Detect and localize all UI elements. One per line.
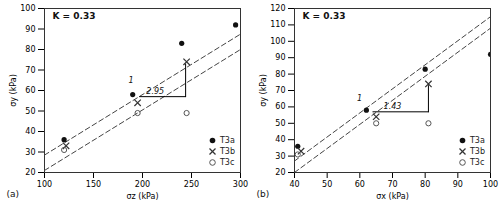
html-text:T3c: T3c — [219, 158, 235, 167]
svg-text:200: 200 — [135, 180, 150, 189]
svg-text:100: 100 — [483, 180, 498, 189]
svg-text:60: 60 — [355, 180, 365, 189]
svg-text:100: 100 — [270, 37, 285, 46]
svg-text:90: 90 — [453, 180, 463, 189]
svg-text:(b): (b) — [257, 189, 270, 199]
html-text:T3a: T3a — [469, 136, 485, 145]
svg-text:40: 40 — [289, 180, 299, 189]
html-text:T3b: T3b — [469, 147, 485, 156]
svg-text:30: 30 — [275, 152, 285, 161]
svg-text:1: 1 — [129, 76, 134, 85]
svg-text:70: 70 — [25, 66, 35, 75]
svg-text:80: 80 — [275, 70, 285, 79]
html-text:T3b: T3b — [219, 147, 235, 156]
svg-text:1.43: 1.43 — [384, 102, 402, 111]
svg-text:2.95: 2.95 — [146, 87, 164, 96]
svg-text:80: 80 — [420, 180, 430, 189]
svg-text:σy (kPa): σy (kPa) — [259, 74, 268, 107]
svg-text:50: 50 — [25, 107, 35, 116]
svg-text:80: 80 — [25, 45, 35, 54]
svg-text:K = 0.33: K = 0.33 — [303, 11, 346, 21]
svg-text:50: 50 — [322, 180, 332, 189]
svg-text:70: 70 — [275, 86, 285, 95]
svg-text:150: 150 — [86, 180, 101, 189]
svg-text:90: 90 — [275, 53, 285, 62]
svg-text:20: 20 — [275, 168, 285, 177]
svg-text:110: 110 — [270, 20, 285, 29]
svg-text:60: 60 — [275, 102, 285, 111]
svg-text:σz (kPa): σz (kPa) — [126, 192, 158, 201]
svg-text:100: 100 — [20, 4, 35, 13]
svg-text:90: 90 — [25, 25, 35, 34]
svg-text:1: 1 — [357, 94, 362, 103]
svg-text:40: 40 — [25, 127, 35, 136]
svg-text:120: 120 — [270, 4, 285, 13]
svg-text:60: 60 — [25, 86, 35, 95]
html-text:T3a: T3a — [219, 136, 235, 145]
svg-text:50: 50 — [275, 119, 285, 128]
svg-text:40: 40 — [275, 135, 285, 144]
svg-text:100: 100 — [37, 180, 52, 189]
svg-text:(a): (a) — [7, 189, 20, 199]
svg-text:300: 300 — [233, 180, 248, 189]
svg-text:250: 250 — [184, 180, 199, 189]
html-text:T3c: T3c — [469, 158, 485, 167]
svg-text:σx (kPa): σx (kPa) — [376, 192, 409, 201]
svg-text:70: 70 — [387, 180, 397, 189]
svg-text:20: 20 — [25, 168, 35, 177]
svg-text:σy (kPa): σy (kPa) — [9, 74, 18, 107]
svg-text:30: 30 — [25, 148, 35, 157]
svg-text:K = 0.33: K = 0.33 — [53, 11, 96, 21]
